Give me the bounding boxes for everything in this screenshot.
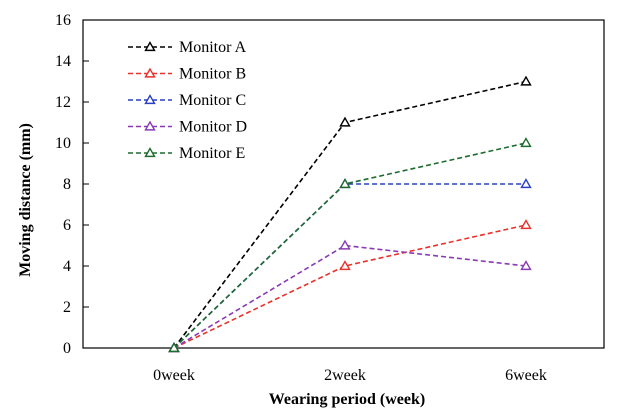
data-point-marker [520,178,532,189]
series-monitor-e [168,137,532,353]
series-lines [168,75,532,353]
series-monitor-b [168,219,532,353]
data-point-marker [339,239,351,250]
legend-label: Monitor E [179,145,245,162]
legend-item: Monitor A [128,39,247,56]
y-tick-label: 6 [63,217,71,234]
legend-label: Monitor A [179,39,247,56]
data-point-marker [168,342,180,353]
y-tick-label: 16 [55,12,71,29]
legend-marker [144,41,156,52]
data-point-marker [339,116,351,127]
y-tick-label: 14 [55,53,71,70]
data-point-marker [520,260,532,271]
legend-label: Monitor C [179,92,246,109]
data-point-marker [339,178,351,189]
legend-marker [144,147,156,158]
series-line [173,224,527,349]
y-tick-label: 2 [63,299,71,316]
series-monitor-d [168,239,532,353]
x-tick-label: 0week [153,367,195,384]
legend-item: Monitor E [128,145,245,162]
data-point-marker [520,219,532,230]
legend-label: Monitor B [179,66,246,83]
legend-marker [144,67,156,78]
y-axis-title: Moving distance (mm) [17,123,34,277]
x-tick-label: 2week [324,367,366,384]
legend-marker [144,120,156,131]
y-tick-label: 0 [63,340,71,357]
x-axis: 0week 2week 6week [153,367,547,384]
legend-marker [144,94,156,105]
legend-item: Monitor B [128,66,246,83]
legend-item: Monitor D [128,119,247,136]
y-tick-label: 10 [55,135,71,152]
y-tick-label: 4 [63,258,71,275]
y-tick-label: 12 [55,94,71,111]
data-point-marker [520,137,532,148]
y-axis: 0 2 4 6 8 10 12 14 16 [55,12,89,357]
legend: Monitor A Monitor B Monitor C Monitor D Moni… [128,39,247,162]
x-tick-label: 6week [505,367,547,384]
data-point-marker [520,75,532,86]
y-tick-label: 8 [63,176,71,193]
series-line [173,244,527,349]
legend-label: Monitor D [179,119,247,136]
data-point-marker [339,260,351,271]
legend-item: Monitor C [128,92,246,109]
x-axis-title: Wearing period (week) [269,391,425,408]
